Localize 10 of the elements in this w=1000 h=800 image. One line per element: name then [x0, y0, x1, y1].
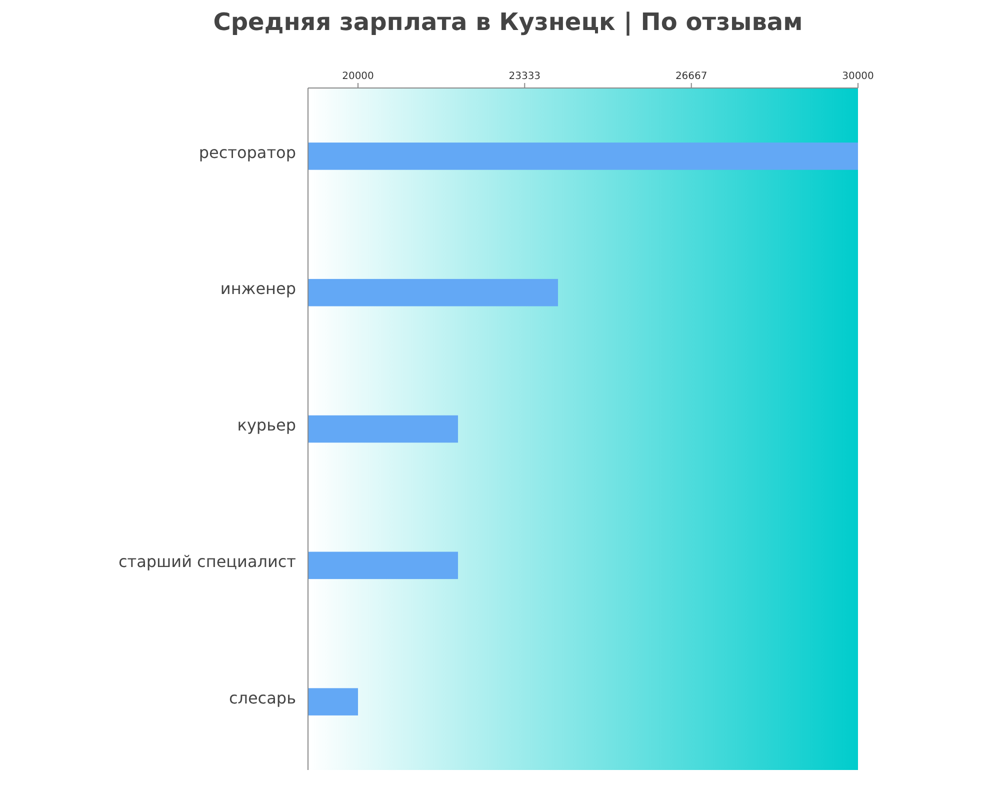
- y-tick-label: старший специалист: [118, 552, 296, 571]
- y-tick-label: инженер: [220, 279, 296, 298]
- y-tick-label: слесарь: [228, 688, 296, 708]
- x-tick-label: 23333: [508, 71, 541, 82]
- x-tick-label: 26667: [675, 71, 708, 82]
- x-tick-label: 20000: [342, 71, 374, 82]
- y-tick-label: ресторатор: [198, 142, 296, 162]
- x-tick-label: 30000: [842, 71, 874, 82]
- y-tick-label: курьер: [237, 416, 296, 435]
- chart-title: Средняя зарплата в Кузнецк | По отзывам: [213, 8, 803, 36]
